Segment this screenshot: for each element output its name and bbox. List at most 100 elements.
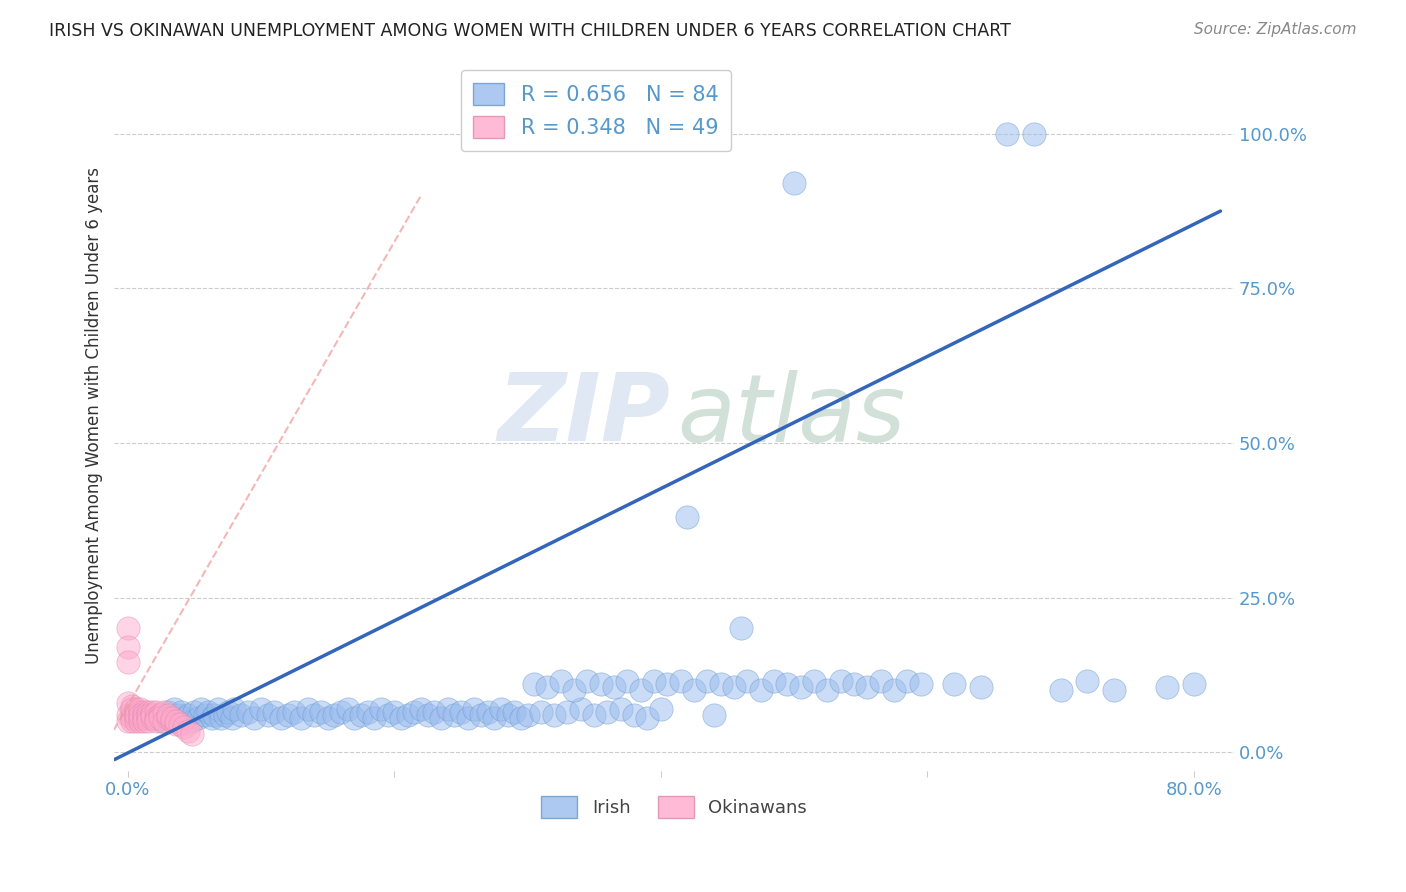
Point [676,510,699,524]
Point [136,714,159,729]
Point [132,708,155,723]
Point [329,705,352,719]
Point [156,708,179,723]
Point [557,705,579,719]
Point [589,677,612,691]
Point [145,705,167,719]
Point [290,711,312,725]
Point [277,708,299,723]
Point [153,708,176,723]
Point [776,677,799,691]
Point [128,705,150,719]
Point [201,711,224,725]
Point [730,622,752,636]
Point [643,673,665,688]
Point [149,708,172,723]
Point [516,708,538,723]
Point [489,702,512,716]
Point [503,705,526,719]
Point [896,673,918,688]
Point [183,705,205,719]
Point [250,702,273,716]
Point [389,711,412,725]
Point [530,705,553,719]
Point [710,677,733,691]
Text: atlas: atlas [678,369,905,460]
Point [323,708,346,723]
Point [450,705,472,719]
Point [121,708,143,723]
Point [596,705,619,719]
Point [125,708,148,723]
Point [160,714,183,729]
Point [141,708,163,723]
Point [125,711,148,725]
Point [125,705,148,719]
Point [121,714,143,729]
Point [883,683,905,698]
Point [136,708,159,723]
Point [156,711,179,725]
Point [149,711,172,725]
Point [309,705,332,719]
Point [1182,677,1205,691]
Point [696,673,718,688]
Point [603,680,626,694]
Point [141,711,163,725]
Point [636,711,658,725]
Text: ZIP: ZIP [498,369,671,461]
Point [214,708,236,723]
Point [783,176,806,190]
Point [1102,683,1125,698]
Point [117,656,139,670]
Point [221,711,243,725]
Point [156,705,179,719]
Point [136,711,159,725]
Y-axis label: Unemployment Among Women with Children Under 6 years: Unemployment Among Women with Children U… [86,167,103,664]
Point [207,702,229,716]
Point [145,714,167,729]
Point [343,711,366,725]
Point [229,708,252,723]
Point [165,714,187,729]
Point [190,702,212,716]
Point [128,708,150,723]
Point [316,711,339,725]
Point [443,708,465,723]
Text: IRISH VS OKINAWAN UNEMPLOYMENT AMONG WOMEN WITH CHILDREN UNDER 6 YEARS CORRELATI: IRISH VS OKINAWAN UNEMPLOYMENT AMONG WOM… [49,22,1011,40]
Point [669,673,692,688]
Point [370,702,392,716]
Point [209,711,232,725]
Point [304,708,326,723]
Point [562,683,585,698]
Point [132,711,155,725]
Point [141,705,163,719]
Point [470,708,492,723]
Point [723,680,745,694]
Point [152,714,174,729]
Point [283,705,305,719]
Point [430,711,453,725]
Point [496,708,519,723]
Point [270,711,292,725]
Point [128,714,150,729]
Point [509,711,531,725]
Point [117,622,139,636]
Point [173,720,195,734]
Point [177,723,200,738]
Point [128,702,150,716]
Point [125,702,148,716]
Point [1156,680,1178,694]
Point [145,711,167,725]
Point [536,680,558,694]
Point [830,673,852,688]
Point [856,680,879,694]
Point [121,702,143,716]
Point [150,714,173,729]
Point [377,708,399,723]
Point [356,705,378,719]
Point [121,698,143,713]
Point [1022,127,1045,141]
Point [163,702,186,716]
Point [842,677,865,691]
